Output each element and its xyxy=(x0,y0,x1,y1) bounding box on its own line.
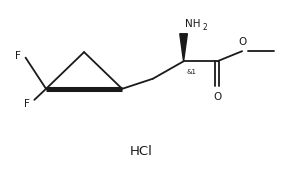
Text: NH: NH xyxy=(185,19,201,29)
Text: 2: 2 xyxy=(203,23,207,31)
Text: HCl: HCl xyxy=(130,145,153,158)
Polygon shape xyxy=(180,34,187,61)
Text: &1: &1 xyxy=(186,69,196,75)
Text: O: O xyxy=(238,37,246,47)
Text: O: O xyxy=(213,92,221,102)
Text: F: F xyxy=(15,51,21,61)
Text: F: F xyxy=(24,99,30,109)
